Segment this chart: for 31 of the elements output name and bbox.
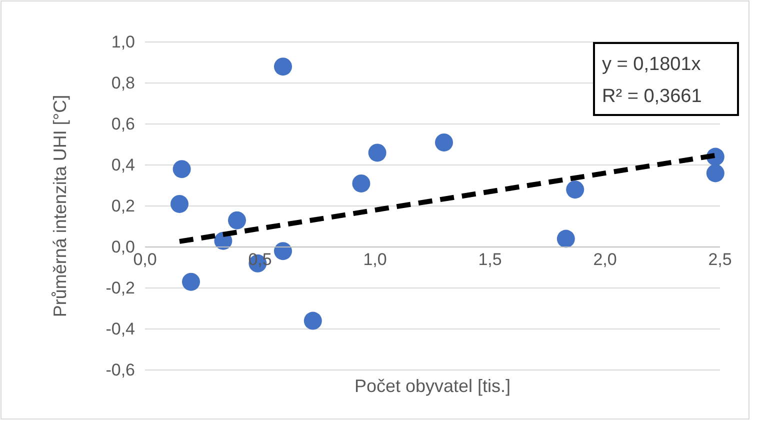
x-tick-label: 1,5 [478, 250, 502, 270]
point [172, 160, 191, 178]
point [182, 272, 200, 291]
point [228, 211, 246, 230]
y-tick-label: 0,0 [111, 237, 135, 256]
y-tick-label: -0,4 [106, 319, 135, 338]
point [368, 144, 386, 162]
y-tick-label: -0,2 [106, 278, 135, 298]
point [566, 180, 584, 199]
x-tick-label: 2,5 [708, 250, 732, 270]
point [706, 164, 724, 182]
y-tick-label: 0,2 [111, 196, 135, 216]
point [274, 58, 292, 76]
y-tick-label: 1,0 [111, 32, 135, 52]
point [170, 194, 188, 213]
y-tick-label: 0,6 [111, 114, 135, 134]
point [304, 312, 322, 330]
annotation: R² = 0,3661 [602, 86, 702, 107]
y-tick-label: -0,6 [106, 360, 135, 380]
point [435, 133, 453, 152]
x-axis-title: Počet obyvatel [tis.] [354, 376, 511, 396]
point [352, 174, 370, 192]
point [556, 230, 575, 248]
y-axis-title: Průměrná intenzita UHI [°C] [50, 94, 70, 318]
y-tick-label: 0,4 [111, 155, 135, 174]
x-tick-label: 2,0 [593, 250, 617, 270]
point [274, 242, 292, 260]
x-tick-label: 0,0 [133, 250, 157, 270]
annotation: y = 0,1801x [602, 54, 702, 75]
y-tick-label: 0,8 [111, 73, 135, 92]
x-tick-label: 1,0 [363, 250, 387, 270]
